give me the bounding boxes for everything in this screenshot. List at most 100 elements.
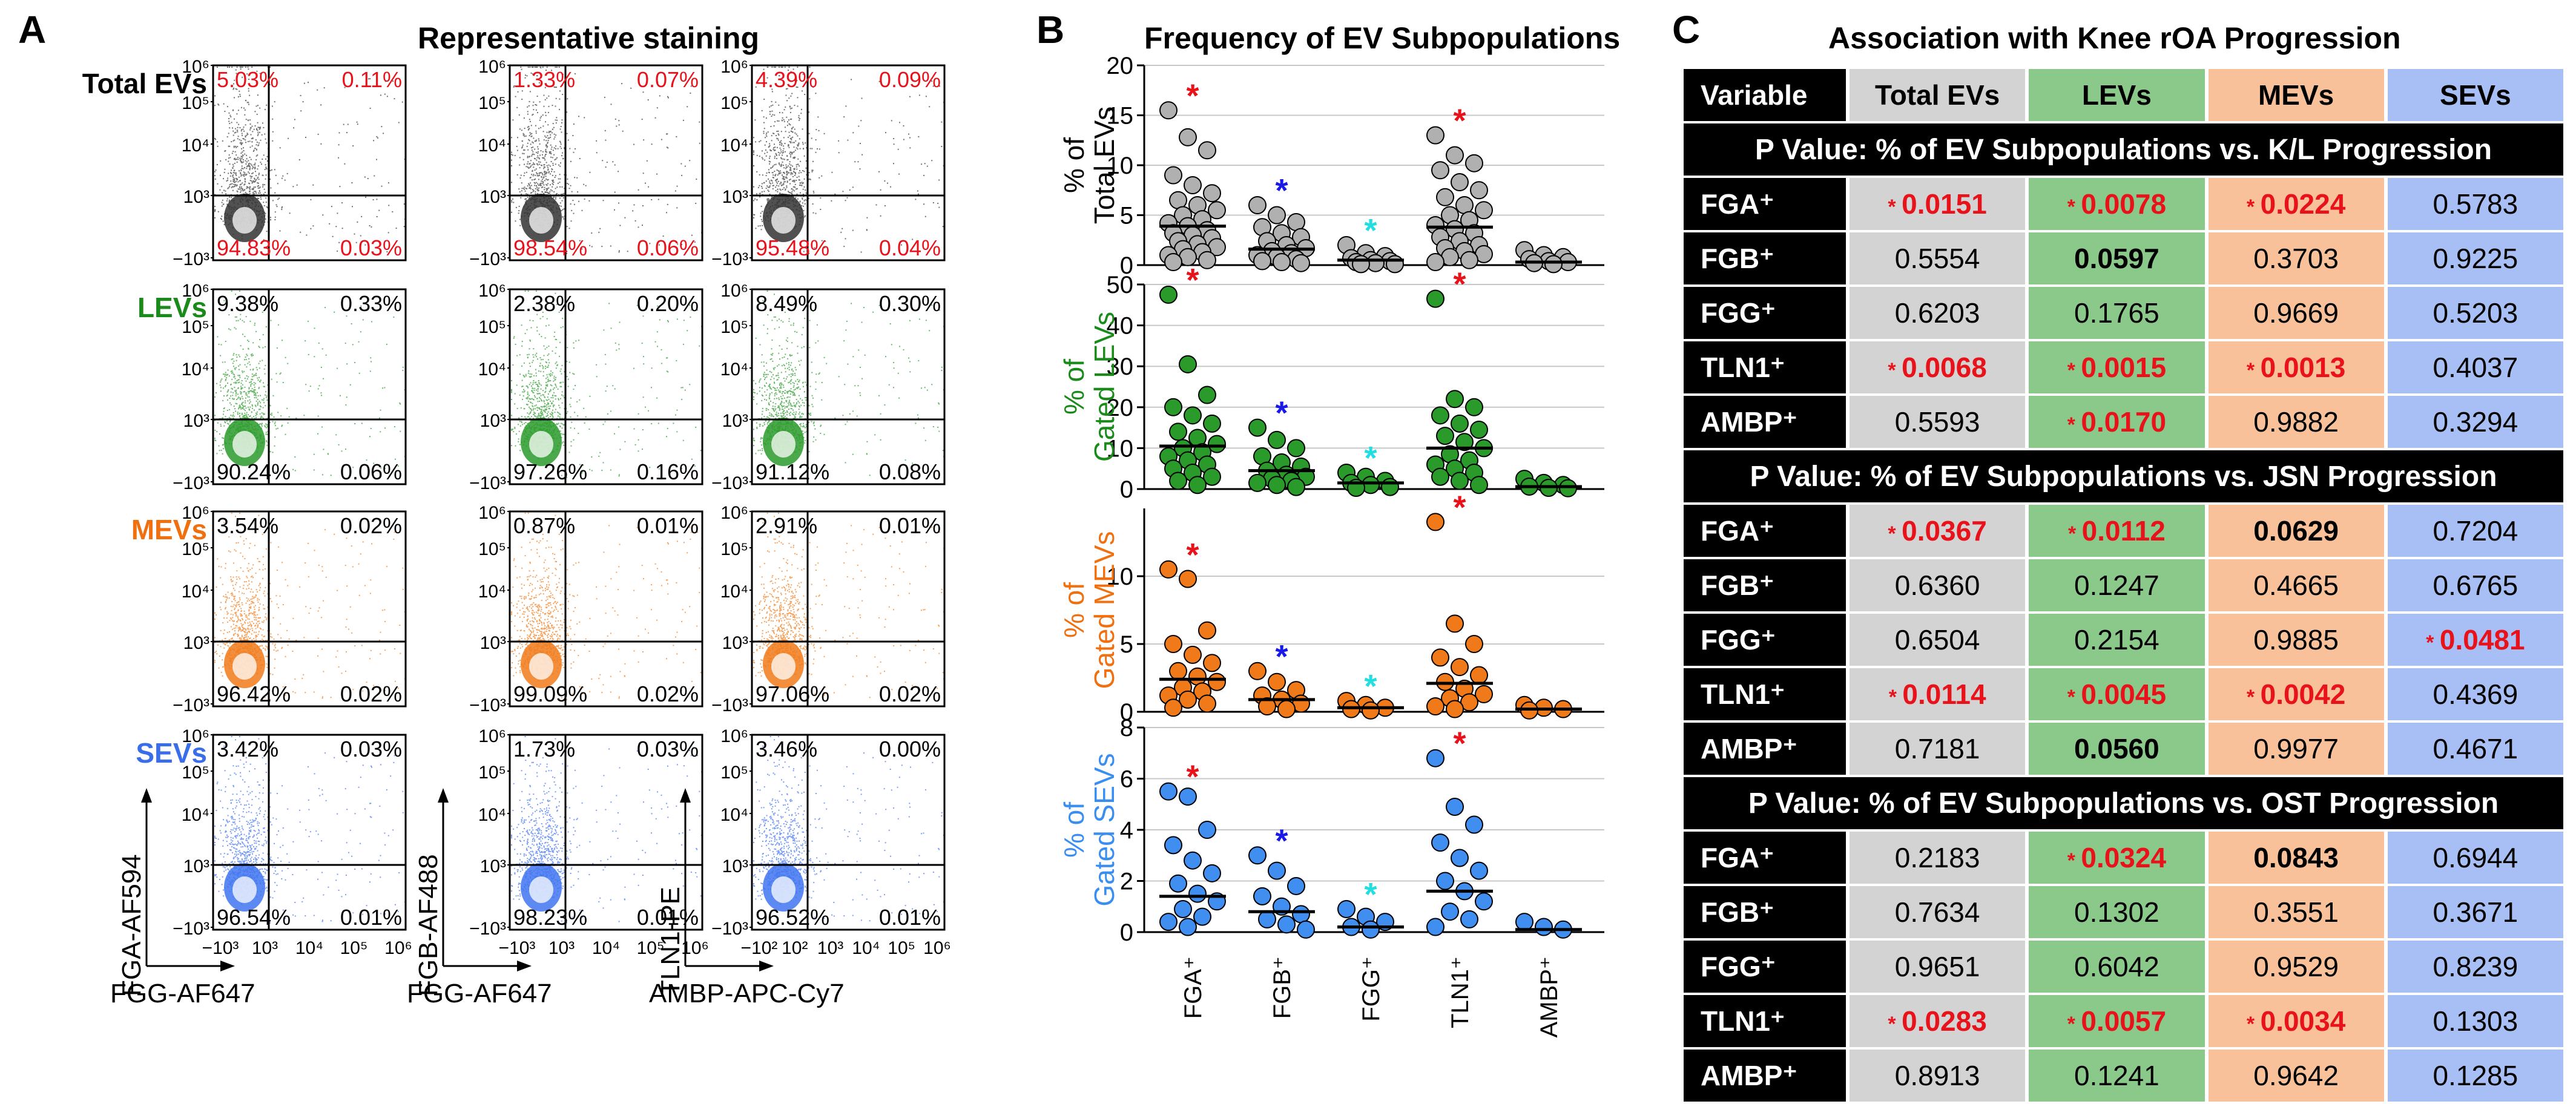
flow-dots	[753, 67, 944, 254]
data-point	[1465, 398, 1483, 416]
pvalue-cell: 0.3671	[2387, 886, 2563, 938]
pvalue-text: 0.0057	[2081, 1005, 2167, 1037]
pvalue-cell: 0.9882	[2208, 396, 2384, 448]
data-point	[1470, 181, 1488, 200]
flow-frame	[751, 288, 946, 485]
category-label: FGG⁺	[1358, 956, 1385, 1022]
pvalue-cell: 0.8239	[2387, 941, 2563, 993]
pvalue-text: 0.8913	[1894, 1060, 1980, 1091]
data-point	[1515, 913, 1533, 932]
data-point	[1446, 146, 1464, 165]
quadrant-lr: 0.06%	[637, 235, 699, 260]
data-point	[1362, 920, 1380, 939]
quadrant-ul: 3.46%	[756, 737, 817, 761]
flow-plot: 3.42% 0.03% 96.54% 0.01% 10⁶ 10⁵ 10⁴ 10³ −10³	[173, 726, 407, 939]
y-label-line2: Total EVs	[1089, 107, 1120, 224]
y-tick-label: 10⁴	[720, 805, 748, 825]
y-tick-label: 10⁵	[720, 93, 748, 113]
flow-frame	[751, 734, 946, 931]
significance-star: *	[1453, 266, 1466, 303]
pvalue-cell: 0.4037	[2387, 341, 2563, 393]
data-point	[1203, 467, 1221, 486]
pvalue-cell: 0.1302	[2029, 886, 2205, 938]
significance-star: *	[1888, 686, 1903, 709]
x-arrowhead	[759, 961, 774, 971]
data-point	[1436, 188, 1454, 206]
pvalue-text: 0.0042	[2260, 678, 2346, 710]
pvalue-text: 0.9642	[2253, 1060, 2339, 1091]
data-point	[1179, 128, 1197, 146]
pvalue-cell: 0.3294	[2387, 396, 2563, 448]
data-point	[1248, 662, 1267, 680]
pvalue-cell: * 0.0068	[1850, 341, 2026, 393]
quadrant-ll: 97.06%	[756, 682, 829, 706]
quadrant-lr: 0.02%	[340, 682, 402, 706]
pvalue-cell: 0.9642	[2208, 1050, 2384, 1102]
pvalue-cell: 0.5593	[1850, 396, 2026, 448]
quadrant-ll: 90.24%	[217, 459, 291, 484]
quadrant-lr: 0.01%	[879, 905, 941, 930]
pvalue-text: 0.7204	[2433, 515, 2518, 547]
pvalue-cell: 0.3703	[2208, 232, 2384, 284]
pvalue-text: 0.0283	[1902, 1005, 1987, 1037]
y-tick-label: 10³	[480, 856, 506, 876]
data-point	[1203, 654, 1221, 672]
significance-star: *	[1275, 639, 1288, 675]
y-tick-label: 10⁵	[182, 317, 209, 337]
y-tick-label: 5	[1120, 631, 1133, 658]
quadrant-ll: 94.83%	[217, 235, 291, 260]
data-point	[1193, 907, 1211, 926]
significance-star: *	[1186, 262, 1199, 298]
significance-star: *	[1888, 359, 1902, 382]
significance-star: *	[2246, 686, 2261, 709]
flow-plot: 5.03% 0.11% 94.83% 0.03% 10⁶ 10⁵ 10⁴ 10³ −10³	[173, 57, 407, 269]
pvalue-cell: 0.7204	[2387, 505, 2563, 557]
significance-star: *	[1364, 668, 1377, 705]
significance-star: *	[1275, 172, 1288, 209]
y-tick-label: 10⁵	[478, 93, 506, 113]
flow-frame	[751, 64, 946, 261]
category-label: AMBP⁺	[1536, 956, 1563, 1037]
y-tick-label: 0	[1120, 252, 1133, 279]
pvalue-cell: 0.0560	[2029, 723, 2205, 775]
flow-density-core	[771, 207, 796, 234]
pvalue-text: 0.9669	[2253, 297, 2339, 329]
flow-frame	[509, 734, 703, 931]
pvalue-cell: * 0.0367	[1850, 505, 2026, 557]
y-tick-label: 10⁴	[720, 582, 748, 602]
data-point	[1169, 662, 1187, 680]
pvalue-text: 0.9882	[2253, 406, 2339, 438]
pvalue-text: 0.1241	[2074, 1060, 2159, 1091]
x-tick-label: 10⁴	[295, 938, 323, 958]
flow-density-core	[232, 207, 257, 234]
quadrant-ll: 96.52%	[756, 905, 829, 930]
y-tick-label: 10³	[183, 633, 209, 653]
data-point	[1179, 918, 1197, 936]
flow-frame	[212, 288, 407, 485]
data-point	[1169, 472, 1187, 490]
y-tick-label: −10³	[173, 695, 209, 715]
data-point	[1559, 479, 1577, 498]
row-label-1: LEVs	[137, 292, 207, 323]
pvalue-cell: * 0.0057	[2029, 995, 2205, 1047]
quadrant-ur: 0.07%	[637, 67, 699, 92]
data-point	[1287, 439, 1305, 458]
data-point	[1431, 406, 1449, 425]
data-point	[1203, 864, 1221, 882]
quadrant-ur: 0.00%	[879, 737, 941, 761]
data-point	[1470, 861, 1488, 880]
pvalue-cell: * 0.0112	[2029, 505, 2205, 557]
data-point	[1258, 910, 1276, 928]
quadrant-lr: 0.01%	[340, 905, 402, 930]
data-point	[1455, 433, 1474, 452]
y-tick-label: −10³	[469, 695, 506, 715]
table-row: FGG⁺ 0.9651 0.6042 0.9529 0.8239	[1684, 941, 2563, 993]
data-point	[1451, 849, 1469, 867]
pvalue-cell: * 0.0034	[2208, 995, 2384, 1047]
significance-star: *	[1453, 726, 1466, 762]
x-tick-label: −10²	[741, 938, 778, 958]
y-arrowhead	[680, 788, 691, 803]
data-point	[1159, 782, 1178, 801]
